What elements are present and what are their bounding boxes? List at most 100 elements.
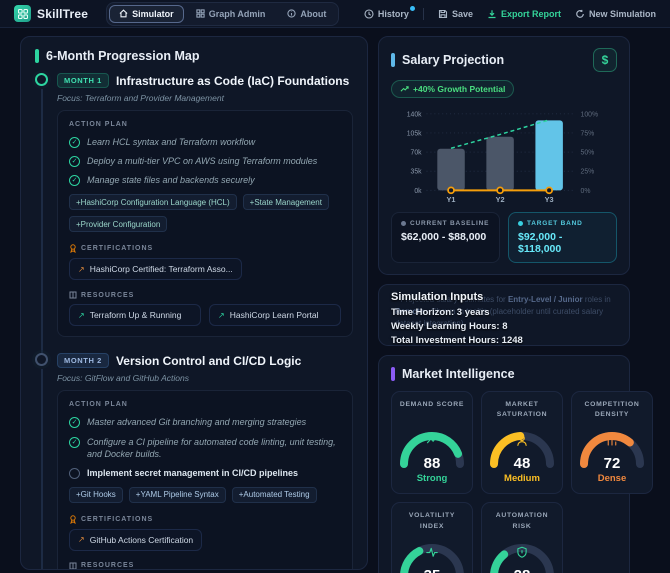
tab-about[interactable]: About bbox=[277, 5, 336, 23]
market-intelligence-panel: Market Intelligence DEMAND SCORE 88 Strong… bbox=[378, 355, 653, 573]
resource-link[interactable]: ↗ HashiCorp Learn Portal bbox=[209, 304, 341, 327]
simulation-inputs-panel: * Projected salary estimates for Entry-L… bbox=[378, 284, 630, 346]
certifications-label: CERTIFICATIONS bbox=[81, 515, 154, 523]
svg-text:50%: 50% bbox=[581, 150, 595, 157]
divider bbox=[422, 7, 424, 20]
gauge-status: Dense bbox=[597, 473, 627, 485]
task-text: Implement secret management in CI/CD pip… bbox=[87, 467, 299, 478]
gauge-label: AUTOMATION RISK bbox=[495, 512, 549, 530]
task-item[interactable]: ✓ Deploy a multi-tier VPC on AWS using T… bbox=[69, 155, 341, 168]
external-link-icon: ↗ bbox=[218, 310, 225, 320]
certifications-label: CERTIFICATIONS bbox=[81, 245, 154, 253]
task-text: Deploy a multi-tier VPC on AWS using Ter… bbox=[87, 156, 318, 167]
market-title: Market Intelligence bbox=[402, 367, 515, 381]
task-item[interactable]: ✓ Master advanced Git branching and merg… bbox=[69, 416, 341, 429]
download-icon bbox=[488, 9, 496, 18]
skill-tag[interactable]: +Automated Testing bbox=[231, 486, 317, 503]
growth-chip: +40% Growth Potential bbox=[391, 80, 515, 98]
task-text: Learn HCL syntax and Terraform workflow bbox=[87, 137, 256, 147]
person-icon bbox=[517, 435, 527, 447]
skill-tag[interactable]: +Provider Configuration bbox=[69, 216, 168, 233]
gauge-demand-score: DEMAND SCORE 88 Strong bbox=[391, 391, 473, 495]
svg-text:70k: 70k bbox=[411, 150, 423, 157]
timeline-dot bbox=[35, 73, 48, 86]
export-report-button[interactable]: Export Report bbox=[487, 9, 561, 19]
info-icon bbox=[287, 9, 296, 18]
growth-chip-label: +40% Growth Potential bbox=[413, 84, 506, 94]
check-circle-icon: ✓ bbox=[69, 156, 80, 168]
tooltip-line: Time Horizon: 3 years bbox=[391, 307, 490, 318]
skill-tag[interactable]: +HashiCorp Configuration Language (HCL) bbox=[69, 194, 237, 211]
tooltip-line: Total Investment Hours: 1248 bbox=[391, 334, 523, 346]
tooltip-line: Weekly Learning Hours: 8 bbox=[391, 320, 508, 332]
month-title: Infrastructure as Code (IaC) Foundations bbox=[115, 73, 350, 88]
brand: SkillTree bbox=[14, 5, 88, 22]
gauge-value: 72 bbox=[603, 455, 621, 473]
month-2-block: MONTH 2 Version Control and CI/CD Logic … bbox=[35, 353, 353, 570]
svg-text:Y3: Y3 bbox=[545, 195, 554, 204]
resources-label: RESOURCES bbox=[81, 291, 135, 299]
gauge-label: MARKET SATURATION bbox=[496, 401, 548, 419]
refresh-icon bbox=[576, 9, 584, 18]
gauge-label: DEMAND SCORE bbox=[399, 401, 465, 408]
svg-text:100%: 100% bbox=[581, 111, 599, 118]
save-icon bbox=[438, 9, 447, 18]
task-item[interactable]: ✓ Implement secret management in CI/CD p… bbox=[69, 467, 341, 479]
brand-name: SkillTree bbox=[37, 6, 89, 21]
svg-text:105k: 105k bbox=[407, 130, 422, 137]
svg-text:75%: 75% bbox=[581, 130, 595, 137]
resources-label: RESOURCES bbox=[81, 562, 135, 570]
svg-text:0%: 0% bbox=[581, 188, 591, 195]
roadmap-title: 6-Month Progression Map bbox=[46, 49, 200, 63]
check-circle-icon: ✓ bbox=[69, 436, 80, 448]
baseline-value: $62,000 - $88,000 bbox=[401, 231, 487, 243]
medal-icon bbox=[70, 515, 76, 524]
certification-link[interactable]: ↗ HashiCorp Certified: Terraform Asso... bbox=[69, 258, 242, 281]
skill-tag[interactable]: +State Management bbox=[242, 194, 329, 211]
action-label: New Simulation bbox=[588, 8, 656, 19]
resource-label: Terraform Up & Running bbox=[89, 310, 182, 321]
gauge-value: 48 bbox=[513, 455, 531, 473]
current-baseline-card: CURRENT BASELINE $62,000 - $88,000 bbox=[391, 212, 500, 263]
check-circle-icon: ✓ bbox=[69, 137, 80, 148]
panel-accent bbox=[391, 367, 395, 381]
tab-graph-admin[interactable]: Graph Admin bbox=[186, 5, 276, 23]
task-item[interactable]: ✓ Learn HCL syntax and Terraform workflo… bbox=[69, 136, 341, 148]
tab-simulator[interactable]: Simulator bbox=[109, 4, 184, 23]
month-badge: MONTH 2 bbox=[57, 353, 109, 369]
resource-link[interactable]: ↗ Terraform Up & Running bbox=[69, 304, 201, 327]
skill-tag[interactable]: +Git Hooks bbox=[69, 486, 123, 503]
gauge-status: Medium bbox=[504, 473, 540, 485]
month-card: ACTION PLAN ✓ Master advanced Git branch… bbox=[57, 390, 353, 570]
svg-text:Y1: Y1 bbox=[447, 195, 456, 204]
task-item[interactable]: ✓ Manage state files and backends secure… bbox=[69, 174, 341, 187]
medal-icon bbox=[70, 244, 76, 254]
tab-label: About bbox=[300, 8, 327, 19]
new-simulation-button[interactable]: New Simulation bbox=[575, 9, 656, 19]
gauge-market-saturation: MARKET SATURATION 48 Medium bbox=[481, 391, 563, 495]
external-link-icon: ↗ bbox=[78, 535, 85, 545]
clock-icon bbox=[364, 8, 374, 19]
salary-footnote: * Projected salary estimates for Entry-L… bbox=[395, 295, 611, 328]
dollar-button[interactable]: $ bbox=[593, 48, 617, 72]
action-label: Export Report bbox=[500, 8, 561, 19]
action-label: History bbox=[377, 8, 409, 19]
task-text: Configure a CI pipeline for automated co… bbox=[87, 436, 336, 459]
gauge-automation-risk: AUTOMATION RISK28Low bbox=[481, 502, 563, 573]
certification-link[interactable]: ↗ GitHub Actions Certification bbox=[69, 528, 203, 551]
timeline-rail bbox=[35, 73, 57, 356]
task-item[interactable]: ✓ Configure a CI pipeline for automated … bbox=[69, 436, 341, 460]
book-icon bbox=[69, 291, 77, 299]
baseline-swatch bbox=[401, 221, 406, 226]
save-button[interactable]: Save bbox=[438, 9, 473, 19]
bar-chart-icon bbox=[607, 436, 617, 446]
tooltip-title: Simulation Inputs bbox=[391, 291, 484, 303]
resource-label: HashiCorp Learn Portal bbox=[229, 310, 319, 321]
gauge-label: COMPETITION DENSITY bbox=[584, 401, 640, 419]
svg-text:35k: 35k bbox=[411, 169, 423, 176]
home-icon bbox=[119, 9, 128, 18]
skill-tag[interactable]: +YAML Pipeline Syntax bbox=[128, 486, 226, 503]
check-circle-icon: ✓ bbox=[69, 175, 80, 187]
history-button[interactable]: History bbox=[364, 5, 415, 19]
gauge-value: 28 bbox=[486, 567, 558, 573]
